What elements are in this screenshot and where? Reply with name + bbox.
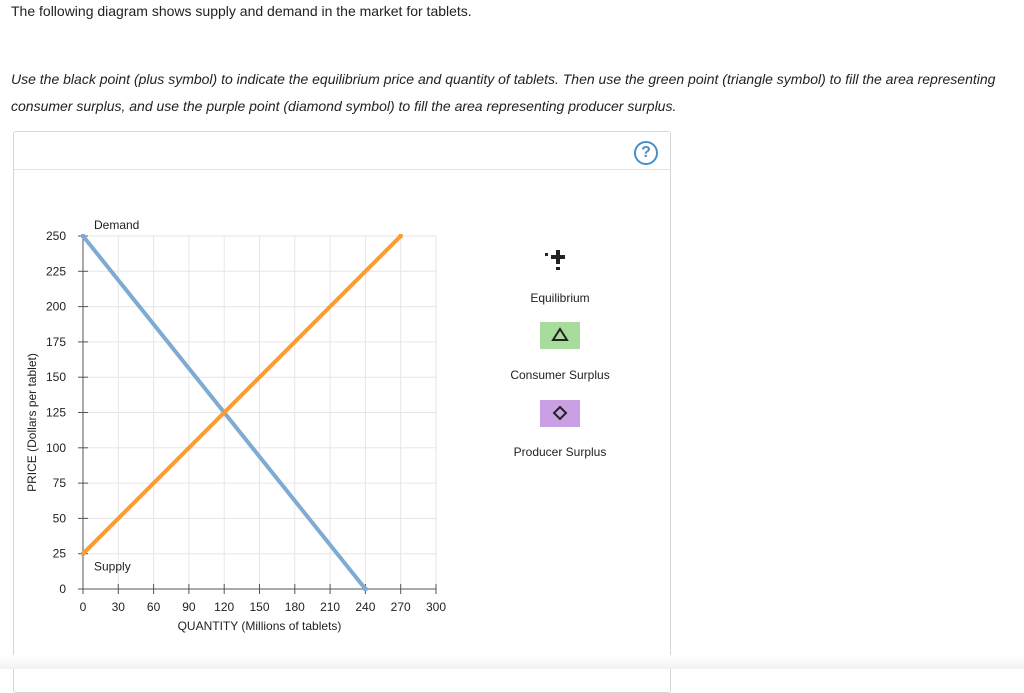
supply-endpoint[interactable]: [398, 234, 403, 238]
y-tick-label: 75: [53, 476, 67, 490]
demand-endpoint[interactable]: [81, 234, 85, 238]
consumer-surplus-label: Consumer Surplus: [510, 368, 609, 382]
supply-label: Supply: [94, 560, 131, 574]
y-tick-label: 250: [46, 229, 66, 243]
demand-label: Demand: [94, 218, 139, 232]
x-tick-label: 120: [214, 600, 234, 614]
help-icon[interactable]: ?: [634, 141, 658, 165]
y-tick-label: 50: [53, 511, 67, 525]
y-tick-label: 125: [46, 406, 66, 420]
supply-endpoint[interactable]: [81, 551, 85, 556]
graph-panel: ? 0 25 50 75 100 125 150 175 200 225 250 0 30 60 90 120…: [13, 131, 671, 693]
x-tick-label: 30: [112, 600, 126, 614]
consumer-surplus-tool[interactable]: [540, 322, 580, 349]
y-tick-label: 175: [46, 335, 66, 349]
y-tick-label: 200: [46, 300, 66, 314]
grid-layer: [83, 235, 437, 589]
bottom-fade: [0, 655, 1024, 669]
x-tick-label: 240: [355, 600, 375, 614]
intro-text: The following diagram shows supply and d…: [11, 3, 472, 19]
x-tick-label: 180: [285, 600, 305, 614]
equilibrium-tool[interactable]: [545, 250, 565, 270]
producer-surplus-swatch: [540, 400, 580, 427]
lines-layer[interactable]: [81, 234, 403, 591]
y-axis-title: PRICE (Dollars per tablet): [25, 353, 39, 492]
y-tick-label: 0: [59, 582, 66, 596]
supply-demand-graph[interactable]: 0 25 50 75 100 125 150 175 200 225 250 0 30 60 90 120 15…: [14, 132, 670, 692]
y-tick-label: 150: [46, 370, 66, 384]
supply-curve[interactable]: [81, 234, 403, 556]
y-tick-label: 225: [46, 264, 66, 278]
panel-header: ?: [14, 132, 670, 170]
plus-icon: [545, 250, 565, 270]
x-tick-label: 90: [182, 600, 196, 614]
x-tick-label: 300: [426, 600, 446, 614]
y-tick-label: 100: [46, 441, 66, 455]
producer-surplus-label: Producer Surplus: [514, 445, 607, 459]
labels-layer: 0 25 50 75 100 125 150 175 200 225 250 0 30 60 90 120 15…: [25, 218, 446, 633]
y-tick-label: 25: [53, 547, 67, 561]
diamond-icon: [552, 405, 568, 421]
producer-surplus-tool[interactable]: [540, 400, 580, 427]
equilibrium-label: Equilibrium: [530, 291, 589, 305]
axes-layer: [78, 235, 437, 594]
x-tick-label: 60: [147, 600, 161, 614]
x-tick-label: 210: [320, 600, 340, 614]
instructions-text: Use the black point (plus symbol) to ind…: [11, 71, 996, 114]
x-tick-label: 150: [249, 600, 269, 614]
consumer-surplus-swatch: [540, 322, 580, 349]
triangle-icon: [551, 327, 569, 341]
x-tick-label: 270: [391, 600, 411, 614]
demand-endpoint[interactable]: [363, 587, 368, 591]
x-tick-label: 0: [80, 600, 87, 614]
x-axis-title: QUANTITY (Millions of tablets): [178, 619, 342, 633]
